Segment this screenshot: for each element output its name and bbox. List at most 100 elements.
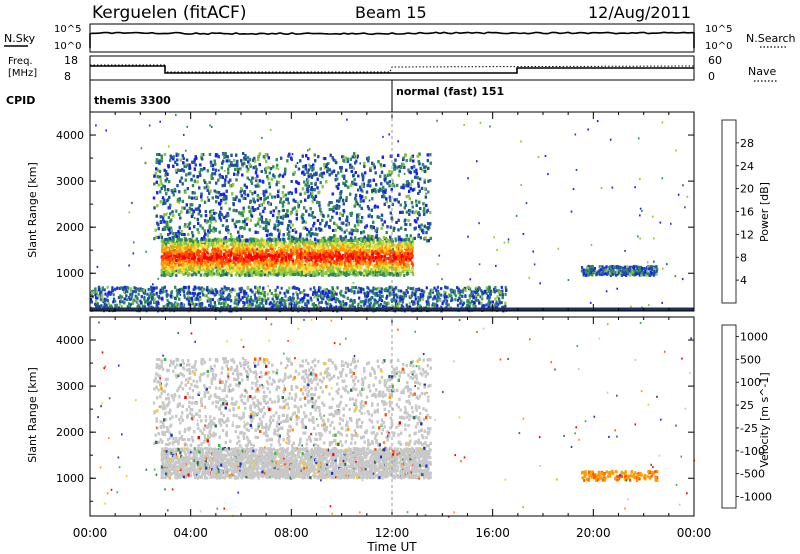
data-cell xyxy=(195,237,199,241)
data-cell xyxy=(327,265,330,269)
data-cell xyxy=(386,242,389,246)
data-cell xyxy=(181,255,184,259)
data-cell xyxy=(411,245,414,249)
data-cell xyxy=(182,249,185,253)
data-cell xyxy=(335,252,338,256)
data-cell xyxy=(236,265,239,269)
data-cell xyxy=(303,249,306,253)
data-cell xyxy=(181,268,184,272)
data-cell xyxy=(246,265,249,269)
data-cell xyxy=(339,248,342,252)
data-cell xyxy=(398,269,401,272)
data-cell xyxy=(188,260,191,264)
data-cell xyxy=(227,254,230,257)
data-cell xyxy=(401,249,404,253)
data-cell xyxy=(403,274,406,277)
data-cell xyxy=(353,273,356,277)
data-cell xyxy=(242,268,245,272)
data-cell xyxy=(200,239,203,243)
nsky-right-tick-lo: 10^0 xyxy=(705,41,732,52)
data-cell xyxy=(411,237,414,241)
data-cell xyxy=(371,252,374,256)
data-cell xyxy=(325,258,328,262)
data-cell xyxy=(313,256,316,259)
data-cell xyxy=(169,254,172,258)
data-cell xyxy=(394,237,397,241)
data-cell xyxy=(367,271,370,275)
data-cell xyxy=(388,253,391,257)
data-cell xyxy=(267,271,271,275)
data-cell xyxy=(298,245,301,248)
data-cell xyxy=(232,252,235,256)
data-cell xyxy=(179,238,182,242)
data-cell xyxy=(191,248,194,252)
data-cell xyxy=(338,265,341,269)
data-cell xyxy=(182,239,185,243)
data-cell xyxy=(274,273,277,277)
data-cell xyxy=(222,273,225,277)
data-cell xyxy=(228,266,232,270)
data-cell xyxy=(392,273,395,277)
data-cell xyxy=(410,243,413,247)
data-cell xyxy=(374,256,377,259)
data-cell xyxy=(398,253,401,257)
data-cell xyxy=(169,272,172,276)
data-cell xyxy=(378,262,381,266)
data-cell xyxy=(172,251,175,255)
data-cell xyxy=(250,244,253,248)
data-cell xyxy=(331,253,334,257)
data-cell xyxy=(289,271,292,275)
data-cell xyxy=(322,265,325,269)
data-cell xyxy=(381,240,384,244)
data-cell xyxy=(188,239,191,243)
data-cell xyxy=(165,256,168,260)
nsky-tick-hi: 10^5 xyxy=(54,24,81,35)
data-cell xyxy=(255,271,258,275)
data-cell xyxy=(405,265,408,269)
data-cell xyxy=(304,270,308,274)
data-cell xyxy=(388,241,391,245)
data-cell xyxy=(322,259,325,263)
data-cell xyxy=(338,271,341,275)
data-cell xyxy=(232,249,235,253)
data-cell xyxy=(306,264,309,267)
data-cell xyxy=(176,253,179,257)
data-cell xyxy=(346,242,349,246)
data-cell xyxy=(383,262,386,266)
data-cell xyxy=(245,241,249,245)
data-cell xyxy=(222,271,225,275)
data-cell xyxy=(331,265,334,269)
data-cell xyxy=(338,273,341,277)
data-cell xyxy=(280,240,284,244)
data-cell xyxy=(332,269,335,273)
data-cell xyxy=(164,242,167,246)
data-cell xyxy=(240,254,243,258)
data-cell xyxy=(224,273,227,276)
data-cell xyxy=(286,268,289,272)
data-cell xyxy=(288,243,291,247)
data-cell xyxy=(411,249,414,252)
data-cell xyxy=(356,252,360,256)
data-cell xyxy=(203,255,206,259)
data-cell xyxy=(227,269,230,272)
data-cell xyxy=(398,256,401,259)
data-cell xyxy=(225,267,228,271)
data-cell xyxy=(263,245,266,249)
nsearch-label: N.Search xyxy=(746,32,796,45)
data-cell xyxy=(194,268,197,272)
data-cell xyxy=(385,257,389,260)
data-cell xyxy=(324,263,327,266)
data-cell xyxy=(265,249,268,253)
data-cell xyxy=(262,258,265,262)
data-cell xyxy=(297,262,300,266)
data-cell xyxy=(359,242,362,246)
data-cell xyxy=(392,270,396,274)
data-cell xyxy=(339,240,342,244)
data-cell xyxy=(210,261,213,265)
data-cell xyxy=(195,266,198,270)
data-cell xyxy=(292,264,295,268)
data-cell xyxy=(235,258,238,262)
data-cell xyxy=(238,247,241,251)
data-cell xyxy=(399,257,402,261)
